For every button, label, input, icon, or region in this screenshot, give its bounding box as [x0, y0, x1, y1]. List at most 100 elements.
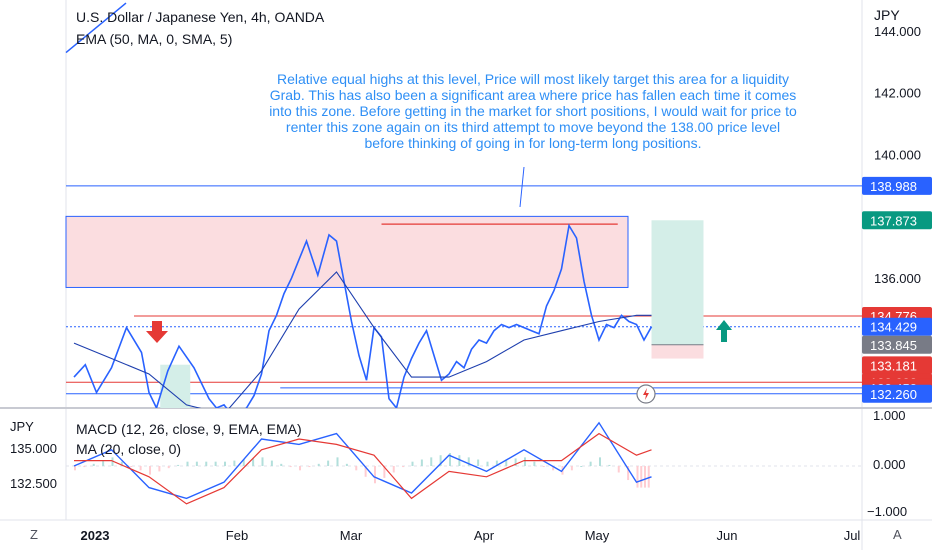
macd-histogram-bar: [74, 466, 76, 471]
macd-histogram-bar: [467, 457, 470, 466]
macd-histogram-bar: [640, 466, 643, 488]
macd-histogram-bar: [280, 463, 283, 466]
macd-histogram-bar: [580, 466, 583, 467]
macd-histogram-bar: [214, 461, 217, 466]
time-axis-label: Jul: [844, 528, 861, 543]
macd-histogram-bar: [617, 466, 620, 473]
macd-histogram-bar: [336, 457, 339, 466]
macd-histogram-bar: [627, 466, 630, 481]
indicator-label[interactable]: EMA (50, MA, 0, SMA, 5): [76, 31, 233, 47]
macd-ma-label[interactable]: MA (20, close, 0): [76, 441, 182, 457]
time-axis-label: 2023: [81, 528, 110, 543]
macd-histogram-bar: [364, 466, 367, 477]
macd-histogram-bar: [158, 466, 161, 472]
macd-histogram-bar: [327, 460, 330, 466]
macd-histogram-bar: [195, 461, 198, 466]
timezone-icon[interactable]: Z: [30, 527, 38, 542]
time-axis-label: Apr: [474, 528, 495, 543]
signal-line[interactable]: [74, 432, 652, 505]
macd-histogram-bar: [102, 460, 105, 466]
price-level-label: 137.873: [870, 213, 917, 228]
price-tick-label: 142.000: [874, 86, 921, 101]
symbol-title[interactable]: U.S. Dollar / Japanese Yen, 4h, OANDA: [76, 9, 325, 25]
macd-histogram-bar: [495, 460, 498, 466]
price-level-label: 134.429: [870, 320, 917, 335]
price-level-label: 138.988: [870, 179, 917, 194]
macd-histogram-bar: [261, 457, 264, 466]
macd-histogram-bar: [252, 458, 255, 466]
price-series-line[interactable]: [73, 223, 653, 415]
price-level-badge[interactable]: [862, 176, 932, 195]
annotation-note[interactable]: Relative equal highs at this level, Pric…: [269, 71, 797, 151]
macd-histogram-bar: [92, 463, 95, 466]
macd-histogram-bar: [345, 463, 348, 466]
price-tick-label: 140.000: [874, 148, 921, 163]
macd-histogram-bar: [130, 466, 133, 467]
price-level-badge[interactable]: [862, 211, 932, 230]
macd-histogram-bar: [599, 457, 601, 466]
trend-line[interactable]: [65, 2, 127, 54]
target-zone[interactable]: [651, 220, 704, 345]
macd-histogram-bar: [186, 461, 189, 466]
macd-histogram-bar: [224, 461, 226, 466]
macd-histogram-bar: [383, 466, 386, 478]
macd-histogram-bar: [608, 464, 611, 466]
macd-histogram-bar: [411, 461, 414, 466]
macd-histogram-bar: [270, 460, 273, 466]
ema-series-line[interactable]: [73, 271, 652, 414]
macd-histogram-bar: [139, 466, 142, 471]
macd-histogram-bar: [233, 460, 236, 466]
macd-histogram-bar: [83, 466, 86, 468]
macd-histogram-bar: [167, 466, 170, 469]
macd-histogram-bar: [449, 453, 451, 466]
macd-histogram-bar: [647, 466, 650, 488]
macd-histogram-bar: [533, 461, 536, 466]
stop-zone[interactable]: [651, 344, 704, 359]
macd-histogram-bar: [458, 455, 461, 466]
macd-histogram-bar: [644, 466, 646, 488]
macd-histogram-bar: [299, 466, 301, 471]
macd-histogram-bar: [477, 459, 480, 466]
arrow-down-icon: [146, 321, 168, 343]
macd-histogram-bar: [374, 466, 376, 484]
price-level-badge[interactable]: [862, 356, 932, 375]
macd-right-tick: −1.000: [867, 504, 908, 519]
auto-scale-icon[interactable]: A: [893, 527, 902, 542]
price-level-label: 133.845: [870, 338, 917, 353]
macd-right-tick: 1.000: [873, 408, 906, 423]
annotation-pointer: [519, 166, 525, 208]
macd-histogram-bar: [430, 457, 433, 466]
price-level-badge[interactable]: [862, 317, 932, 336]
lightning-icon: [643, 388, 649, 400]
macd-histogram-bar: [570, 466, 573, 471]
macd-histogram-bar: [317, 463, 320, 466]
macd-histogram-bar: [542, 466, 545, 467]
time-axis-label: Mar: [340, 528, 363, 543]
macd-right-tick: 0.000: [873, 457, 906, 472]
price-level-badge[interactable]: [862, 335, 932, 354]
macd-histogram-bar: [486, 461, 489, 466]
macd-histogram-bar: [636, 466, 639, 488]
price-level-badge[interactable]: [862, 384, 932, 403]
macd-histogram-bar: [420, 459, 423, 466]
macd-histogram-bar: [120, 461, 123, 466]
left-position-zone[interactable]: [160, 364, 191, 408]
time-axis-label: Jun: [717, 528, 738, 543]
time-axis-label: May: [585, 528, 610, 543]
macd-histogram-bar: [392, 466, 395, 473]
time-axis-label: Feb: [226, 528, 248, 543]
macd-histogram-bar: [355, 466, 358, 471]
macd-histogram-bar: [205, 461, 208, 466]
price-tick-label: 144.000: [874, 24, 921, 39]
liquidity-zone[interactable]: [65, 215, 629, 288]
macd-histogram-bar: [242, 459, 245, 466]
macd-label[interactable]: MACD (12, 26, close, 9, EMA, EMA): [76, 421, 302, 437]
price-level-label: 133.181: [870, 358, 917, 373]
macd-left-tick: 135.000: [10, 441, 57, 456]
macd-histogram-bar: [289, 466, 292, 468]
arrow-up-icon: [716, 320, 732, 342]
macd-histogram-bar: [402, 466, 405, 468]
macd-histogram-bar: [177, 464, 180, 466]
macd-histogram-bar: [439, 455, 442, 466]
